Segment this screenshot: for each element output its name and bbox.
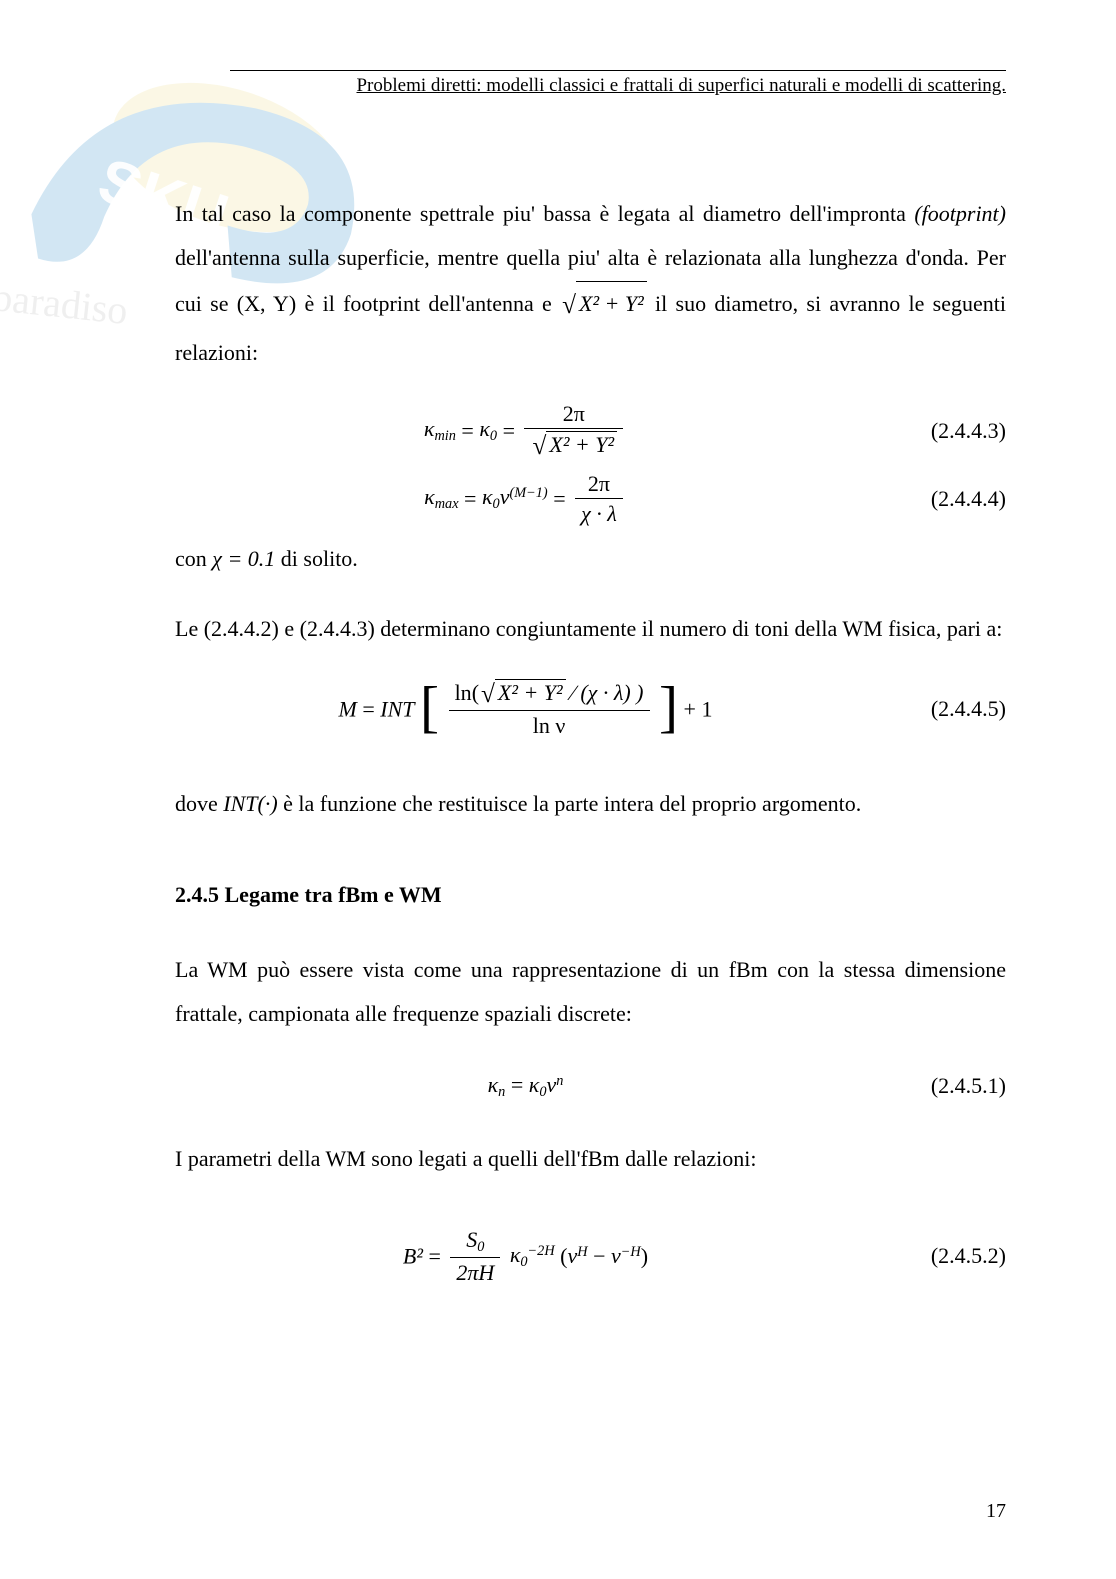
p2-a: con (175, 546, 212, 571)
eq5-nu-negH: ν−H (611, 1243, 641, 1268)
p1-text-a: In tal caso la componente spettrale piu'… (175, 201, 914, 226)
eq1-eq1: = (461, 418, 479, 443)
paragraph-parametri: I parametri della WM sono legati a quell… (175, 1137, 1006, 1181)
eq1-kappa-min: κmin (424, 416, 456, 441)
eq3-sqrt-arg: X² + Y² (495, 679, 566, 706)
eq2-num: 2π (575, 471, 623, 498)
eq5-s0-sub: 0 (477, 1239, 484, 1255)
equation-2-4-4-3: κmin = κ0 = 2π √X² + Y² (2.4.4.3) (175, 401, 1006, 461)
equation-2-4-4-4: κmax = κ0ν(M−1) = 2π χ · λ (2.4.4.4) (175, 471, 1006, 527)
eq2-kappa-max: κmax (424, 484, 458, 509)
eq1-den: √X² + Y² (524, 428, 623, 461)
page-number: 17 (986, 1500, 1006, 1523)
p2-chi: χ = 0.1 (212, 546, 275, 571)
eq2-k0-nu: κ0ν(M−1) (482, 484, 548, 509)
eq5-B2: B² (403, 1243, 423, 1268)
eq4-number: (2.4.5.1) (876, 1073, 1006, 1099)
eq2-number: (2.4.4.4) (876, 486, 1006, 512)
p1-xy: (X, Y) (237, 291, 296, 316)
eq4-nu: ν (546, 1072, 556, 1097)
eq4-sup-n: n (556, 1073, 563, 1089)
p4-a: dove (175, 791, 223, 816)
eq2-eq2: = (553, 486, 571, 511)
eq1-num: 2π (524, 401, 623, 428)
eq1-body: κmin = κ0 = 2π √X² + Y² (175, 401, 876, 461)
eq1-number: (2.4.4.3) (876, 418, 1006, 444)
eq4-eq: = (511, 1072, 529, 1097)
eq1-eq2: = (503, 418, 521, 443)
eq5-sup-neg2h: −2H (528, 1243, 555, 1259)
eq5-num: S0 (450, 1227, 500, 1257)
equation-2-4-5-1: κn = κ0νn (2.4.5.1) (175, 1072, 1006, 1101)
eq2-fraction: 2π χ · λ (575, 471, 623, 527)
eq1-fraction: 2π √X² + Y² (524, 401, 623, 461)
eq2-sub-max: max (435, 496, 459, 512)
eq5-sup-H: H (577, 1244, 587, 1260)
page-container: Problemi diretti: modelli classici e fra… (0, 0, 1116, 1356)
eq5-nuH: νH (567, 1243, 587, 1268)
eq2-nu: ν (500, 484, 510, 509)
p1-footprint-italic: (footprint) (914, 201, 1006, 226)
eq5-rp: ) (641, 1243, 648, 1268)
p1-sqrt-xy: √X² + Y² (560, 280, 647, 331)
eq3-num: ln(√X² + Y² ∕ (χ · λ) ) (449, 679, 650, 710)
eq3-plus1: + 1 (684, 696, 713, 721)
page-header-title: Problemi diretti: modelli classici e fra… (175, 75, 1006, 97)
paragraph-wm-fbm: La WM può essere vista come una rapprese… (175, 948, 1006, 1036)
header-rule (230, 70, 1006, 71)
paragraph-toni: Le (2.4.4.2) e (2.4.4.3) determinano con… (175, 607, 1006, 651)
eq5-k0: κ0−2H (510, 1242, 555, 1267)
eq5-sup-negH: −H (621, 1244, 641, 1260)
eq3-body: M = INT [ ln(√X² + Y² ∕ (χ · λ) ) ln ν ]… (175, 677, 876, 742)
equation-2-4-4-5: M = INT [ ln(√X² + Y² ∕ (χ · λ) ) ln ν ]… (175, 677, 1006, 742)
p4-int: INT(·) (223, 791, 277, 816)
eq1-sub-0: 0 (490, 428, 497, 444)
paragraph-int-def: dove INT(·) è la funzione che restituisc… (175, 782, 1006, 826)
eq3-lbracket: [ (420, 675, 439, 740)
eq5-sub-0: 0 (520, 1254, 527, 1270)
eq2-body: κmax = κ0ν(M−1) = 2π χ · λ (175, 471, 876, 527)
eq5-body: B² = S0 2πH κ0−2H (νH − ν−H) (175, 1227, 876, 1286)
eq5-minus: − (588, 1243, 611, 1268)
p1-text-e: è il footprint dell'antenna e (296, 291, 560, 316)
p1-sqrt-arg: X² + Y² (576, 281, 647, 326)
eq4-k0-nun: κ0νn (529, 1072, 564, 1097)
eq2-den: χ · λ (575, 498, 623, 527)
eq2-sup-m1: (M−1) (509, 485, 547, 501)
eq5-number: (2.4.5.2) (876, 1243, 1006, 1269)
eq3-chi-lambda: (χ · λ) ) (580, 680, 643, 705)
eq2-eq1: = (464, 486, 482, 511)
eq3-fraction: ln(√X² + Y² ∕ (χ · λ) ) ln ν (449, 679, 650, 739)
eq3-rbracket: ] (659, 675, 678, 740)
eq4-body: κn = κ0νn (175, 1072, 876, 1101)
eq3-number: (2.4.4.5) (876, 696, 1006, 722)
equation-2-4-5-2: B² = S0 2πH κ0−2H (νH − ν−H) (2.4.5.2) (175, 1227, 1006, 1286)
eq1-sqrt-arg: X² + Y² (546, 431, 617, 458)
section-title-2-4-5: 2.4.5 Legame tra fBm e WM (175, 882, 1006, 908)
eq3-int: INT (380, 696, 414, 721)
eq5-fraction: S0 2πH (450, 1227, 500, 1286)
eq3-eq: = (362, 696, 380, 721)
eq5-den: 2πH (450, 1257, 500, 1286)
eq3-ln: ln (455, 680, 472, 705)
eq3-M: M (339, 696, 357, 721)
paragraph-intro: In tal caso la componente spettrale piu'… (175, 192, 1006, 375)
eq2-sub-0: 0 (493, 496, 500, 512)
eq5-eq: = (428, 1243, 446, 1268)
paragraph-chi: con χ = 0.1 di solito. (175, 537, 1006, 581)
eq3-den: ln ν (449, 710, 650, 739)
eq1-kappa-0: κ0 (479, 416, 497, 441)
eq1-sub-min: min (434, 428, 455, 444)
eq4-kn: κn (488, 1072, 506, 1097)
p4-c: è la funzione che restituisce la parte i… (278, 791, 862, 816)
eq4-sub-n: n (498, 1084, 505, 1100)
p2-c: di solito. (275, 546, 358, 571)
